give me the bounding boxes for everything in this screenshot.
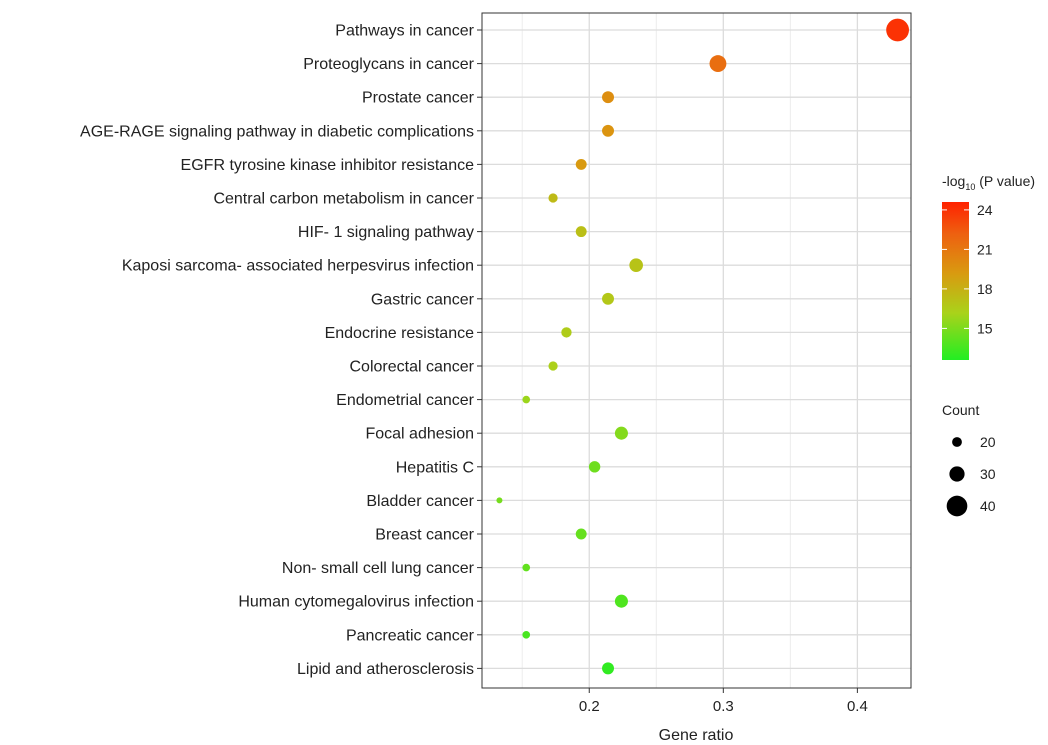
size-legend-dot: [952, 437, 962, 447]
y-tick-label: Prostate cancer: [362, 90, 475, 107]
y-tick-label: Non- small cell lung cancer: [282, 560, 475, 577]
colorbar-tick-label: 15: [977, 320, 993, 336]
x-tick-label: 0.4: [847, 698, 868, 715]
data-point: [614, 594, 628, 608]
data-point: [602, 91, 614, 104]
data-point: [602, 292, 614, 305]
size-legend-title: Count: [942, 402, 979, 418]
y-tick-label: EGFR tyrosine kinase inhibitor resistanc…: [181, 157, 475, 174]
y-tick-label: AGE-RAGE signaling pathway in diabetic c…: [80, 123, 474, 140]
data-point: [709, 55, 727, 73]
color-legend-title: -log10 (P value): [942, 173, 1035, 192]
data-point: [614, 426, 628, 440]
data-point: [522, 630, 531, 639]
size-legend-label: 30: [980, 466, 996, 482]
size-legend-dot: [949, 466, 965, 482]
size-legend: Count 20 30 40: [942, 402, 996, 517]
size-legend-label: 20: [980, 434, 996, 450]
colorbar-tick-label: 21: [977, 241, 993, 257]
data-point: [629, 258, 643, 272]
y-tick-label: Kaposi sarcoma- associated herpesvirus i…: [122, 258, 474, 275]
y-tick-label: Colorectal cancer: [350, 359, 475, 376]
data-point: [522, 395, 531, 404]
y-tick-label: HIF- 1 signaling pathway: [298, 224, 474, 241]
data-point: [886, 18, 909, 42]
data-point: [496, 497, 503, 504]
y-tick-label: Endometrial cancer: [336, 392, 475, 409]
y-tick-label: Bladder cancer: [366, 493, 474, 510]
size-legend-label: 40: [980, 498, 996, 514]
data-point: [575, 158, 587, 170]
x-axis: 0.2 0.3 0.4: [579, 688, 868, 715]
y-tick-label: Central carbon metabolism in cancer: [213, 191, 474, 208]
data-point: [548, 361, 558, 371]
x-tick-label: 0.3: [713, 698, 734, 715]
data-points: [496, 18, 909, 675]
y-tick-label: Pathways in cancer: [335, 23, 474, 40]
plot-panel-border: [481, 12, 912, 689]
x-tick-label: 0.2: [579, 698, 600, 715]
y-tick-label: Proteoglycans in cancer: [303, 56, 474, 73]
data-point: [548, 193, 558, 203]
y-tick-label: Pancreatic cancer: [346, 627, 475, 644]
data-point: [575, 528, 587, 540]
colorbar-tick-label: 18: [977, 281, 993, 297]
y-tick-label: Human cytomegalovirus infection: [238, 594, 474, 611]
y-axis: Pathways in cancer Proteoglycans in cance…: [80, 23, 482, 678]
data-point: [588, 461, 601, 473]
data-point: [575, 226, 587, 238]
colorbar: [942, 202, 969, 360]
size-legend-dot: [946, 495, 968, 517]
y-tick-label: Gastric cancer: [371, 291, 475, 308]
color-legend: -log10 (P value) 24 21 18 15: [942, 173, 1035, 360]
data-point: [602, 662, 614, 675]
y-tick-label: Breast cancer: [375, 527, 474, 544]
y-tick-label: Hepatitis C: [396, 459, 474, 476]
colorbar-ticks: 24 21 18 15: [942, 202, 993, 336]
size-legend-items: 20 30 40: [946, 434, 996, 517]
y-tick-label: Lipid and atherosclerosis: [297, 661, 474, 678]
data-point: [602, 124, 614, 137]
y-tick-label: Endocrine resistance: [325, 325, 475, 342]
y-tick-label: Focal adhesion: [365, 426, 474, 443]
grid: [482, 13, 911, 688]
data-point: [561, 327, 572, 338]
colorbar-tick-label: 24: [977, 202, 993, 218]
x-axis-title: Gene ratio: [659, 727, 734, 744]
data-point: [522, 563, 531, 572]
